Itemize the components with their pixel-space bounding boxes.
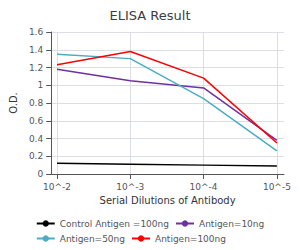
svg-text:Serial Dilutions of Antibody: Serial Dilutions of Antibody — [100, 195, 236, 206]
svg-text:Antigen=100ng: Antigen=100ng — [155, 234, 226, 244]
svg-text:O.D.: O.D. — [8, 92, 19, 114]
svg-text:1: 1 — [37, 80, 43, 90]
svg-text:0.4: 0.4 — [29, 134, 44, 144]
svg-text:Control Antigen =100ng: Control Antigen =100ng — [60, 219, 169, 229]
svg-text:Antigen=50ng: Antigen=50ng — [60, 234, 125, 244]
svg-text:1.2: 1.2 — [29, 63, 43, 73]
svg-text:Antigen=10ng: Antigen=10ng — [199, 219, 264, 229]
svg-text:10^-3: 10^-3 — [116, 182, 144, 192]
svg-text:10^-2: 10^-2 — [43, 182, 71, 192]
svg-text:0: 0 — [37, 169, 43, 179]
svg-text:ELISA Result: ELISA Result — [110, 8, 191, 23]
svg-text:0.8: 0.8 — [29, 98, 44, 108]
svg-text:1.4: 1.4 — [29, 45, 44, 55]
svg-text:10^-5: 10^-5 — [263, 182, 291, 192]
svg-text:1.6: 1.6 — [29, 27, 44, 37]
svg-text:0.2: 0.2 — [29, 151, 43, 161]
svg-text:0.6: 0.6 — [29, 116, 44, 126]
svg-text:10^-4: 10^-4 — [190, 182, 218, 192]
